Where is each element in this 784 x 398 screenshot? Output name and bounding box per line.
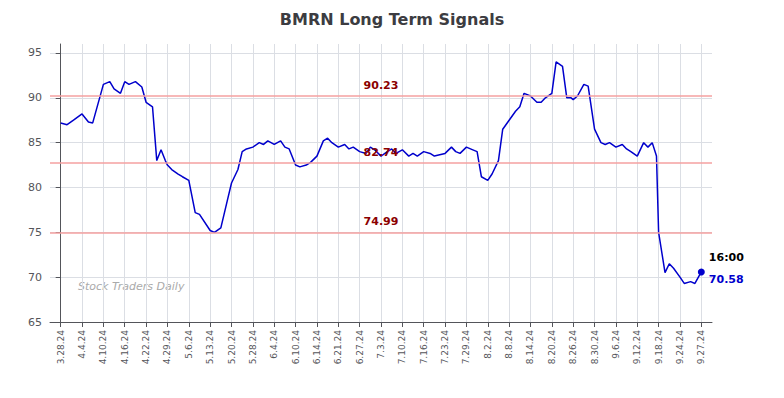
svg-text:80: 80 — [28, 181, 42, 194]
svg-text:9.6.24: 9.6.24 — [611, 330, 621, 359]
svg-text:9.27.24: 9.27.24 — [696, 330, 706, 365]
svg-text:5.6.24: 5.6.24 — [184, 330, 194, 359]
svg-text:4.10.24: 4.10.24 — [98, 330, 108, 365]
svg-text:75: 75 — [28, 226, 42, 239]
svg-text:7.10.24: 7.10.24 — [397, 330, 407, 365]
svg-text:8.14.24: 8.14.24 — [525, 330, 535, 365]
svg-text:74.99: 74.99 — [364, 215, 399, 228]
svg-text:8.8.24: 8.8.24 — [504, 330, 514, 359]
svg-text:7.23.24: 7.23.24 — [440, 330, 450, 365]
svg-text:65: 65 — [28, 316, 42, 329]
svg-text:4.22.24: 4.22.24 — [141, 330, 151, 365]
svg-text:8.20.24: 8.20.24 — [547, 330, 557, 365]
svg-text:7.29.24: 7.29.24 — [461, 330, 471, 365]
svg-text:85: 85 — [28, 136, 42, 149]
svg-text:9.12.24: 9.12.24 — [632, 330, 642, 365]
svg-text:5.13.24: 5.13.24 — [205, 330, 215, 365]
svg-text:BMRN Long Term Signals: BMRN Long Term Signals — [280, 10, 504, 29]
svg-text:6.21.24: 6.21.24 — [333, 330, 343, 365]
svg-text:8.26.24: 8.26.24 — [568, 330, 578, 365]
svg-text:4.4.24: 4.4.24 — [77, 330, 87, 359]
svg-text:16:00: 16:00 — [709, 251, 744, 264]
svg-text:90: 90 — [28, 91, 42, 104]
svg-text:8.2.24: 8.2.24 — [483, 330, 493, 359]
svg-text:5.28.24: 5.28.24 — [248, 330, 258, 365]
svg-text:3.28.24: 3.28.24 — [56, 330, 66, 365]
svg-text:5.20.24: 5.20.24 — [227, 330, 237, 365]
svg-text:7.16.24: 7.16.24 — [419, 330, 429, 365]
svg-text:70: 70 — [28, 271, 42, 284]
svg-text:90.23: 90.23 — [364, 79, 399, 92]
svg-text:6.27.24: 6.27.24 — [355, 330, 365, 365]
svg-text:Stock Traders Daily: Stock Traders Daily — [78, 280, 185, 293]
svg-text:8.30.24: 8.30.24 — [590, 330, 600, 365]
svg-text:95: 95 — [28, 46, 42, 59]
svg-text:6.10.24: 6.10.24 — [291, 330, 301, 365]
svg-text:70.58: 70.58 — [709, 273, 744, 286]
svg-text:9.18.24: 9.18.24 — [654, 330, 664, 365]
svg-text:6.14.24: 6.14.24 — [312, 330, 322, 365]
svg-text:4.29.24: 4.29.24 — [162, 330, 172, 365]
svg-text:4.16.24: 4.16.24 — [120, 330, 130, 365]
svg-text:6.4.24: 6.4.24 — [269, 330, 279, 359]
svg-text:7.3.24: 7.3.24 — [376, 330, 386, 359]
svg-text:9.24.24: 9.24.24 — [675, 330, 685, 365]
svg-text:82.74: 82.74 — [364, 146, 399, 159]
